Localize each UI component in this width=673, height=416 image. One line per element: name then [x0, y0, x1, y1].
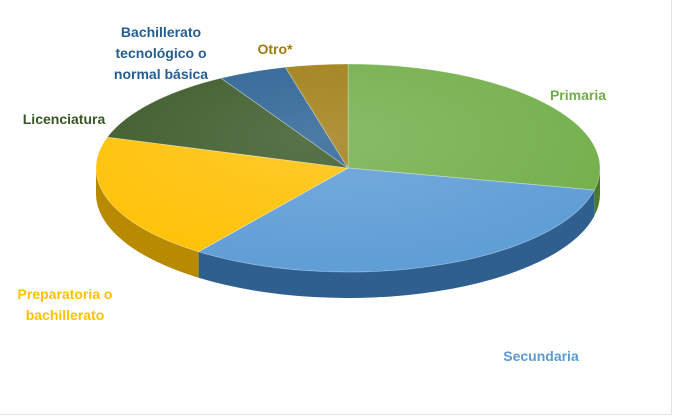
data-label-3-line-0: Licenciatura [23, 111, 106, 127]
data-label-5-line-0: Otro* [258, 41, 294, 57]
pie-sheen [96, 64, 600, 272]
data-label-4: Bachillerato tecnológico o normal básica [114, 24, 208, 82]
pie-side-2 [96, 168, 199, 278]
data-label-1: Secundaria [503, 348, 579, 364]
data-label-5: Otro* [258, 41, 294, 57]
data-label-0: Primaria [550, 87, 606, 103]
data-label-2: Preparatoria o bachillerato [18, 286, 113, 323]
pie-side-0 [594, 168, 600, 217]
pie-side-1 [198, 190, 595, 298]
data-label-3: Licenciatura [23, 111, 106, 127]
data-label-4-line-1: tecnológico o [116, 45, 207, 61]
data-label-0-line-0: Primaria [550, 87, 606, 103]
data-label-1-line-0: Secundaria [503, 348, 579, 364]
data-label-2-line-0: Preparatoria o [18, 286, 113, 302]
data-label-4-line-0: Bachillerato [121, 24, 201, 40]
data-label-2-line-1: bachillerato [26, 307, 105, 323]
data-label-4-line-2: normal básica [114, 66, 208, 82]
